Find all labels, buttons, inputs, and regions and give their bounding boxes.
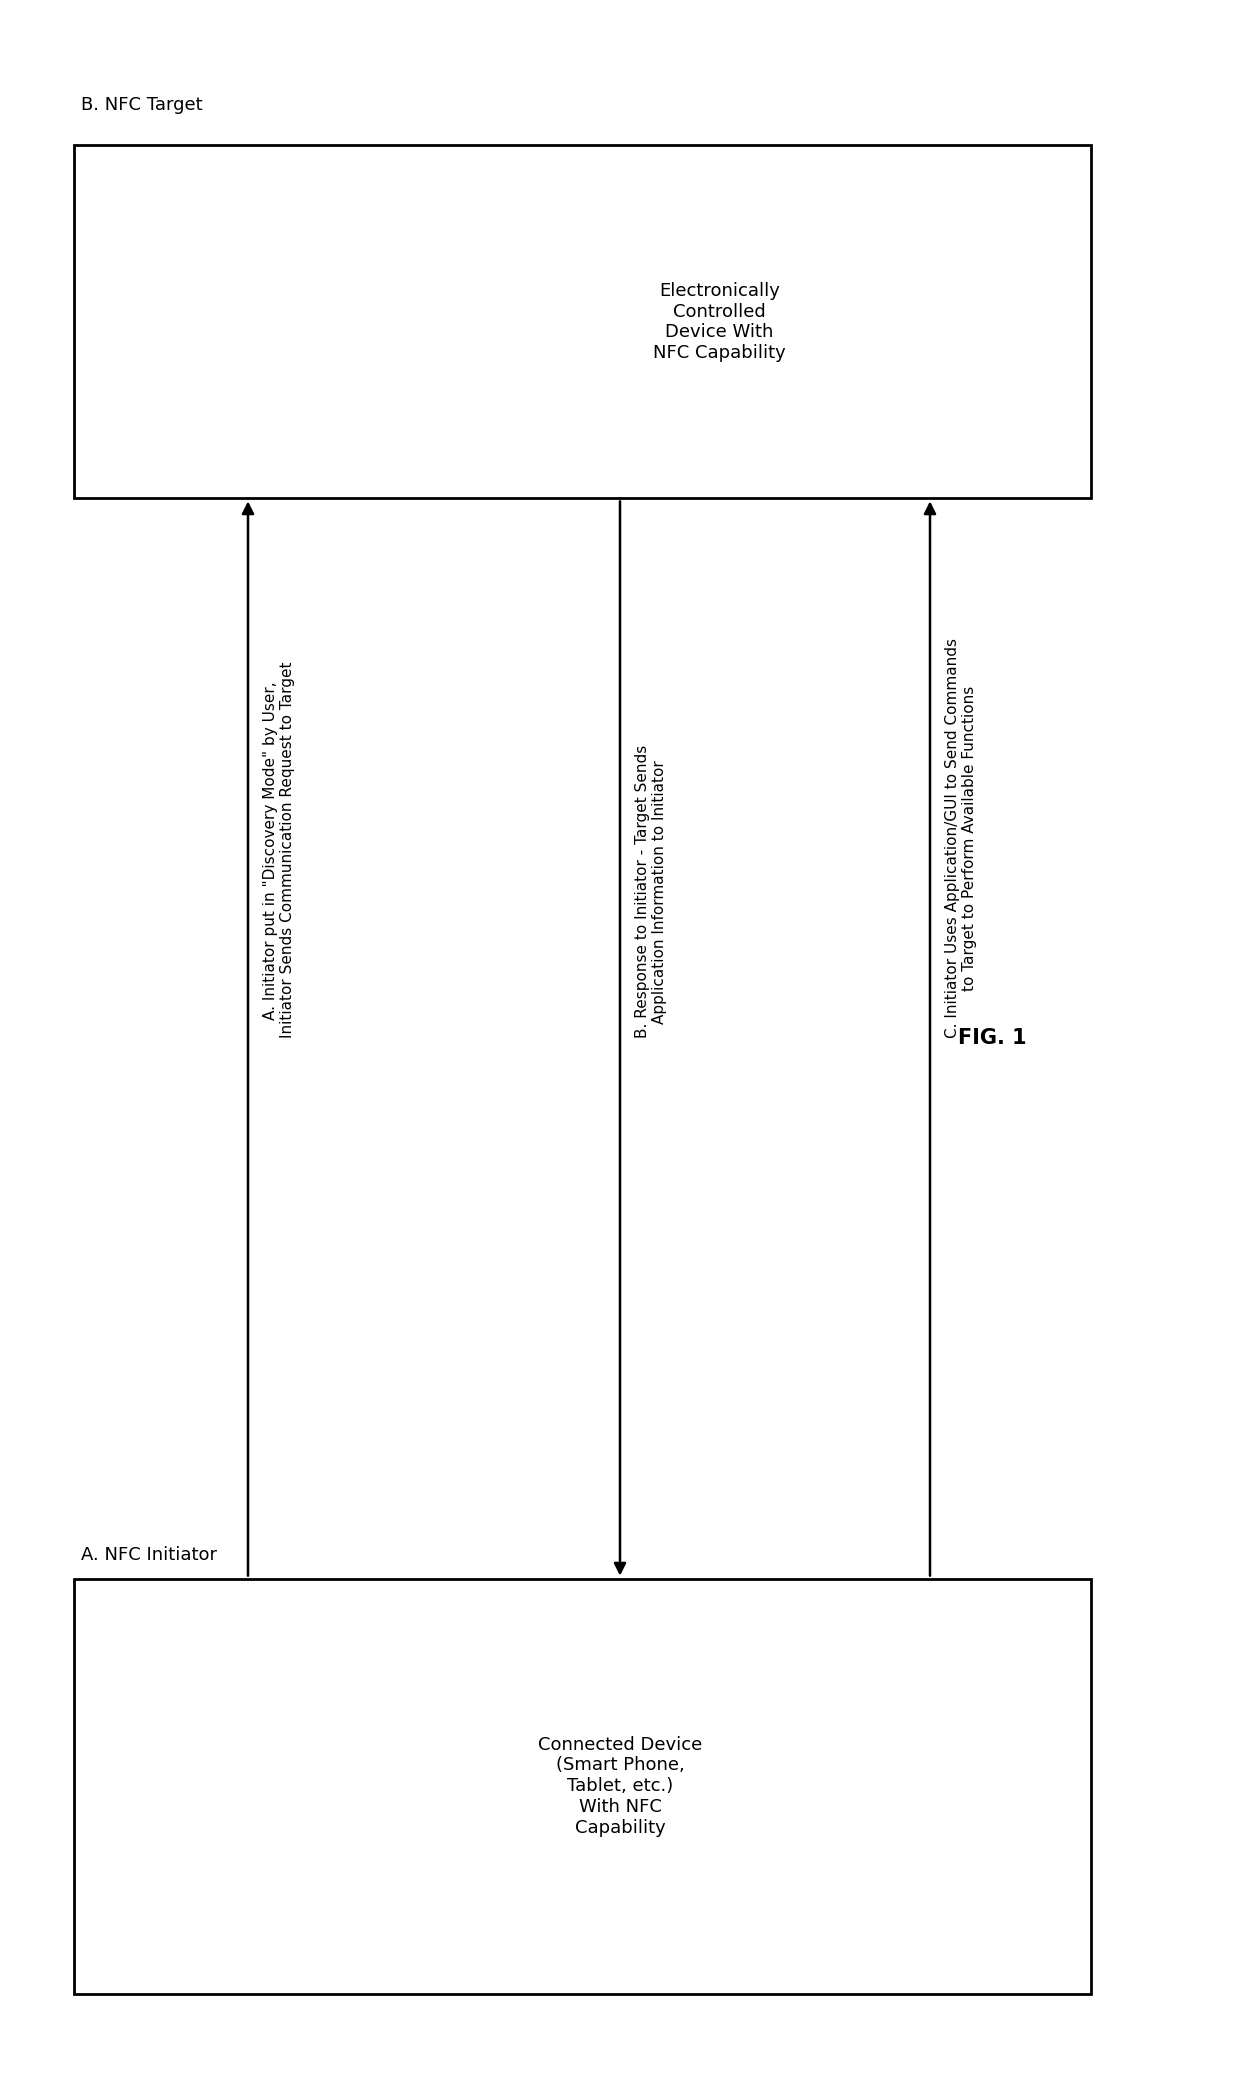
Text: A. NFC Initiator: A. NFC Initiator xyxy=(81,1545,217,1564)
Text: Connected Device
(Smart Phone,
Tablet, etc.)
With NFC
Capability: Connected Device (Smart Phone, Tablet, e… xyxy=(538,1736,702,1836)
Text: B. NFC Target: B. NFC Target xyxy=(81,96,202,114)
Text: A. Initiator put in "Discovery Mode" by User,
Initiator Sends Communication Requ: A. Initiator put in "Discovery Mode" by … xyxy=(263,663,295,1038)
Text: C. Initiator Uses Application/GUI to Send Commands
to Target to Perform Availabl: C. Initiator Uses Application/GUI to Sen… xyxy=(945,638,977,1038)
Bar xyxy=(74,1579,1091,1994)
Text: FIG. 1: FIG. 1 xyxy=(957,1028,1027,1049)
Bar xyxy=(74,145,1091,498)
Text: B. Response to Initiator - Target Sends
Application Information to Initiator: B. Response to Initiator - Target Sends … xyxy=(635,746,667,1038)
Text: Electronically
Controlled
Device With
NFC Capability: Electronically Controlled Device With NF… xyxy=(652,282,786,361)
